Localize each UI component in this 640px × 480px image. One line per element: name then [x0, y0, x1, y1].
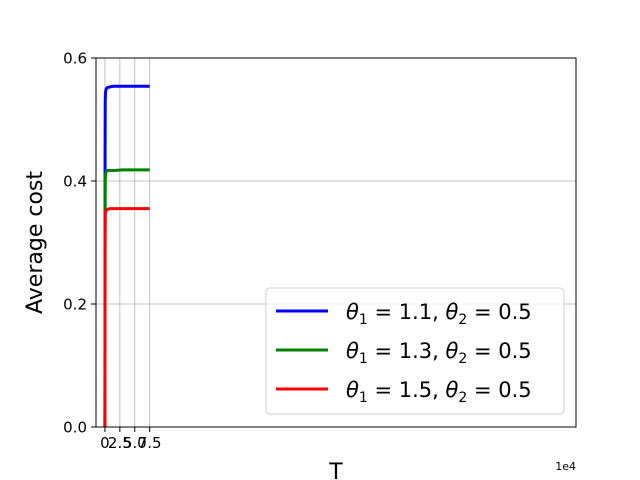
y-tick-label: 0.0 [63, 419, 87, 437]
x-tick-label: 0 [100, 434, 110, 452]
x-axis-offset-label: 1e4 [555, 460, 576, 473]
x-tick-label: 5.0 [123, 434, 147, 452]
series-line [103, 168, 150, 428]
plot-frame [95, 57, 577, 428]
legend-label: θ1 = 1.1, θ2 = 0.5 [346, 300, 532, 328]
axis-ticks: 02.55.07.5 0.0 0.2 0.4 0.6 [63, 50, 161, 453]
y-tick-label: 0.4 [63, 173, 87, 191]
y-tick-label: 0.2 [63, 296, 87, 314]
series-line [103, 207, 150, 428]
legend-label: θ1 = 1.3, θ2 = 0.5 [346, 339, 532, 367]
y-axis-title: Average cost [23, 171, 48, 314]
x-tick-label: 7.5 [138, 434, 162, 452]
legend: θ1 = 1.1, θ2 = 0.5 θ1 = 1.3, θ2 = 0.5 θ1 =… [265, 287, 565, 415]
legend-box [265, 287, 565, 415]
legend-label: θ1 = 1.5, θ2 = 0.5 [346, 378, 532, 406]
series-line [103, 84, 150, 428]
x-axis-title: T [328, 460, 343, 480]
y-tick-label: 0.6 [63, 50, 87, 68]
x-tick-label: 2.5 [108, 434, 132, 452]
series-lines [103, 84, 150, 428]
